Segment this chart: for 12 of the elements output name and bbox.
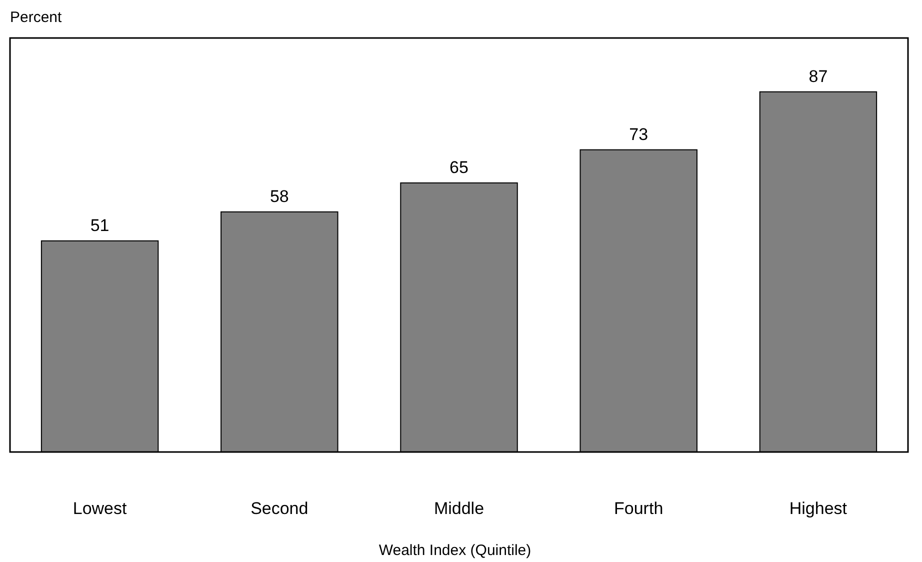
data-label: 51 bbox=[90, 216, 110, 235]
data-label: 65 bbox=[450, 158, 468, 177]
x-tick-label: Fourth bbox=[614, 499, 664, 518]
x-axis-title: Wealth Index (Quintile) bbox=[378, 542, 532, 559]
x-tick-label: Middle bbox=[434, 499, 484, 518]
data-label: 87 bbox=[808, 66, 828, 86]
x-tick-label: Highest bbox=[789, 499, 848, 518]
x-tick-label: Second bbox=[250, 499, 308, 518]
data-label: 73 bbox=[629, 124, 648, 144]
data-label: 58 bbox=[270, 186, 289, 206]
x-tick-label: Lowest bbox=[72, 499, 128, 518]
y-axis-title: Percent bbox=[10, 9, 63, 26]
